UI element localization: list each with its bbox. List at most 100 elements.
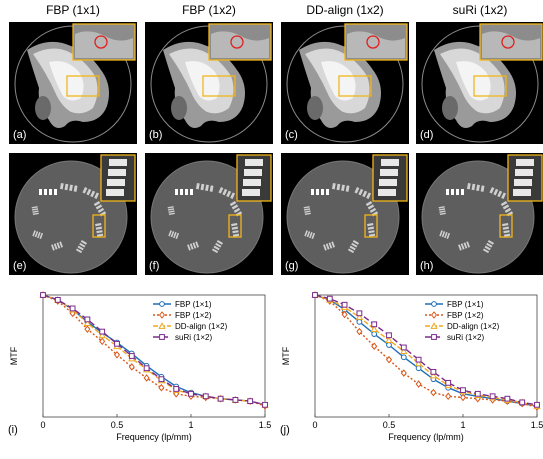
line-pair-bar xyxy=(502,223,509,227)
inset-bar xyxy=(380,169,398,176)
line-pair-bar xyxy=(503,230,510,234)
line-pair-bar xyxy=(173,231,177,239)
line-pair-group xyxy=(229,201,243,217)
data-point xyxy=(54,296,61,303)
line-pair-bar xyxy=(231,226,239,230)
line-pair-bar xyxy=(438,208,446,211)
line-pair-group xyxy=(39,189,57,195)
line-pair-bar xyxy=(190,189,193,195)
inset-bar xyxy=(516,159,534,166)
inset-bar xyxy=(515,169,533,176)
line-pair-bar xyxy=(367,223,374,227)
line-pair-group xyxy=(446,189,464,195)
data-point xyxy=(217,395,224,402)
data-point xyxy=(430,311,438,319)
line-pair-group xyxy=(365,201,379,217)
line-pair-bar xyxy=(347,248,355,254)
phantom-body xyxy=(422,161,534,273)
line-pair-bar xyxy=(341,184,345,192)
data-point xyxy=(173,386,180,392)
line-pair-bar xyxy=(336,183,341,191)
data-point xyxy=(415,365,422,372)
roi-circle xyxy=(94,35,108,49)
head-ct-image xyxy=(421,23,543,143)
data-point xyxy=(459,393,467,402)
line-pair-group xyxy=(51,241,63,251)
line-pair-bar xyxy=(325,243,330,250)
line-pair-bar xyxy=(32,212,39,215)
line-pair-group xyxy=(95,223,104,237)
data-point xyxy=(534,401,540,408)
line-pair-bar xyxy=(456,189,459,195)
line-pair-bar xyxy=(75,248,83,254)
column-title-fbp-1x2: FBP (1x2) xyxy=(182,3,236,17)
line-pair-bar xyxy=(471,183,476,191)
legend-label: suRi (1×2) xyxy=(175,333,212,342)
line-pair-bar xyxy=(451,189,454,195)
phantom-panel-f: (f) xyxy=(145,153,273,275)
x-axis-label: Frequency (lp/mm) xyxy=(116,432,192,442)
line-pair-bar xyxy=(44,189,47,195)
line-pair-bar xyxy=(175,189,178,195)
line-pair-bar xyxy=(486,242,493,248)
line-pair-bar xyxy=(362,190,368,198)
line-pair-bar xyxy=(446,189,449,195)
legend-label: DD-align (1×2) xyxy=(175,322,228,331)
column-title-fbp-1x1: FBP (1x1) xyxy=(46,3,100,17)
dense-bone xyxy=(49,61,84,101)
data-point xyxy=(356,327,363,336)
line-pair-group xyxy=(367,223,376,237)
line-pair-group xyxy=(489,187,507,199)
data-point xyxy=(445,392,452,401)
data-point xyxy=(519,399,526,406)
line-pair-bar xyxy=(502,204,510,210)
line-pair-bar xyxy=(195,241,199,248)
data-point xyxy=(69,305,76,312)
line-pair-bar xyxy=(77,245,84,251)
line-pair-bar xyxy=(351,242,358,248)
line-pair-bar xyxy=(49,189,52,195)
line-pair-bar xyxy=(304,230,308,237)
line-pair-bar xyxy=(311,232,316,239)
line-pair-bar xyxy=(222,188,228,196)
line-pair-bar xyxy=(189,243,194,250)
line-pair-group xyxy=(347,240,359,254)
line-pair-bar xyxy=(213,245,220,251)
data-point xyxy=(159,301,165,307)
line-pair-group xyxy=(354,187,372,199)
plot-frame xyxy=(42,294,266,418)
data-point xyxy=(430,322,438,329)
data-point xyxy=(356,310,363,317)
data-point xyxy=(355,313,364,320)
inset-texture xyxy=(211,31,269,58)
roi-box xyxy=(202,75,236,97)
line-pair-bar xyxy=(323,244,327,251)
line-pair-group xyxy=(31,206,39,215)
line-pair-bar xyxy=(192,242,197,249)
inset-bar xyxy=(108,169,126,176)
data-point xyxy=(312,292,318,298)
line-pair-bar xyxy=(187,244,191,251)
data-point xyxy=(99,337,106,346)
line-pair-group xyxy=(32,230,44,239)
inset-bar xyxy=(379,179,397,186)
phantom-rim xyxy=(150,160,264,274)
line-pair-bar xyxy=(93,201,101,207)
line-pair-bar xyxy=(175,232,180,239)
line-pair-bar xyxy=(205,184,209,192)
line-pair-bar xyxy=(311,189,314,195)
line-pair-bar xyxy=(354,187,360,194)
line-pair-bar xyxy=(95,204,103,210)
phantom-image xyxy=(421,154,543,274)
line-pair-bar xyxy=(73,185,78,192)
roi-box xyxy=(92,214,106,238)
line-pair-bar xyxy=(80,240,87,245)
line-pair-group xyxy=(458,241,470,251)
line-pair-bar xyxy=(480,185,485,192)
line-pair-bar xyxy=(331,183,336,190)
x-tick-label: 1.5 xyxy=(531,420,543,430)
data-point xyxy=(158,311,166,319)
line-pair-bar xyxy=(358,188,364,196)
line-pair-bar xyxy=(168,212,175,215)
roi-box xyxy=(338,75,372,97)
